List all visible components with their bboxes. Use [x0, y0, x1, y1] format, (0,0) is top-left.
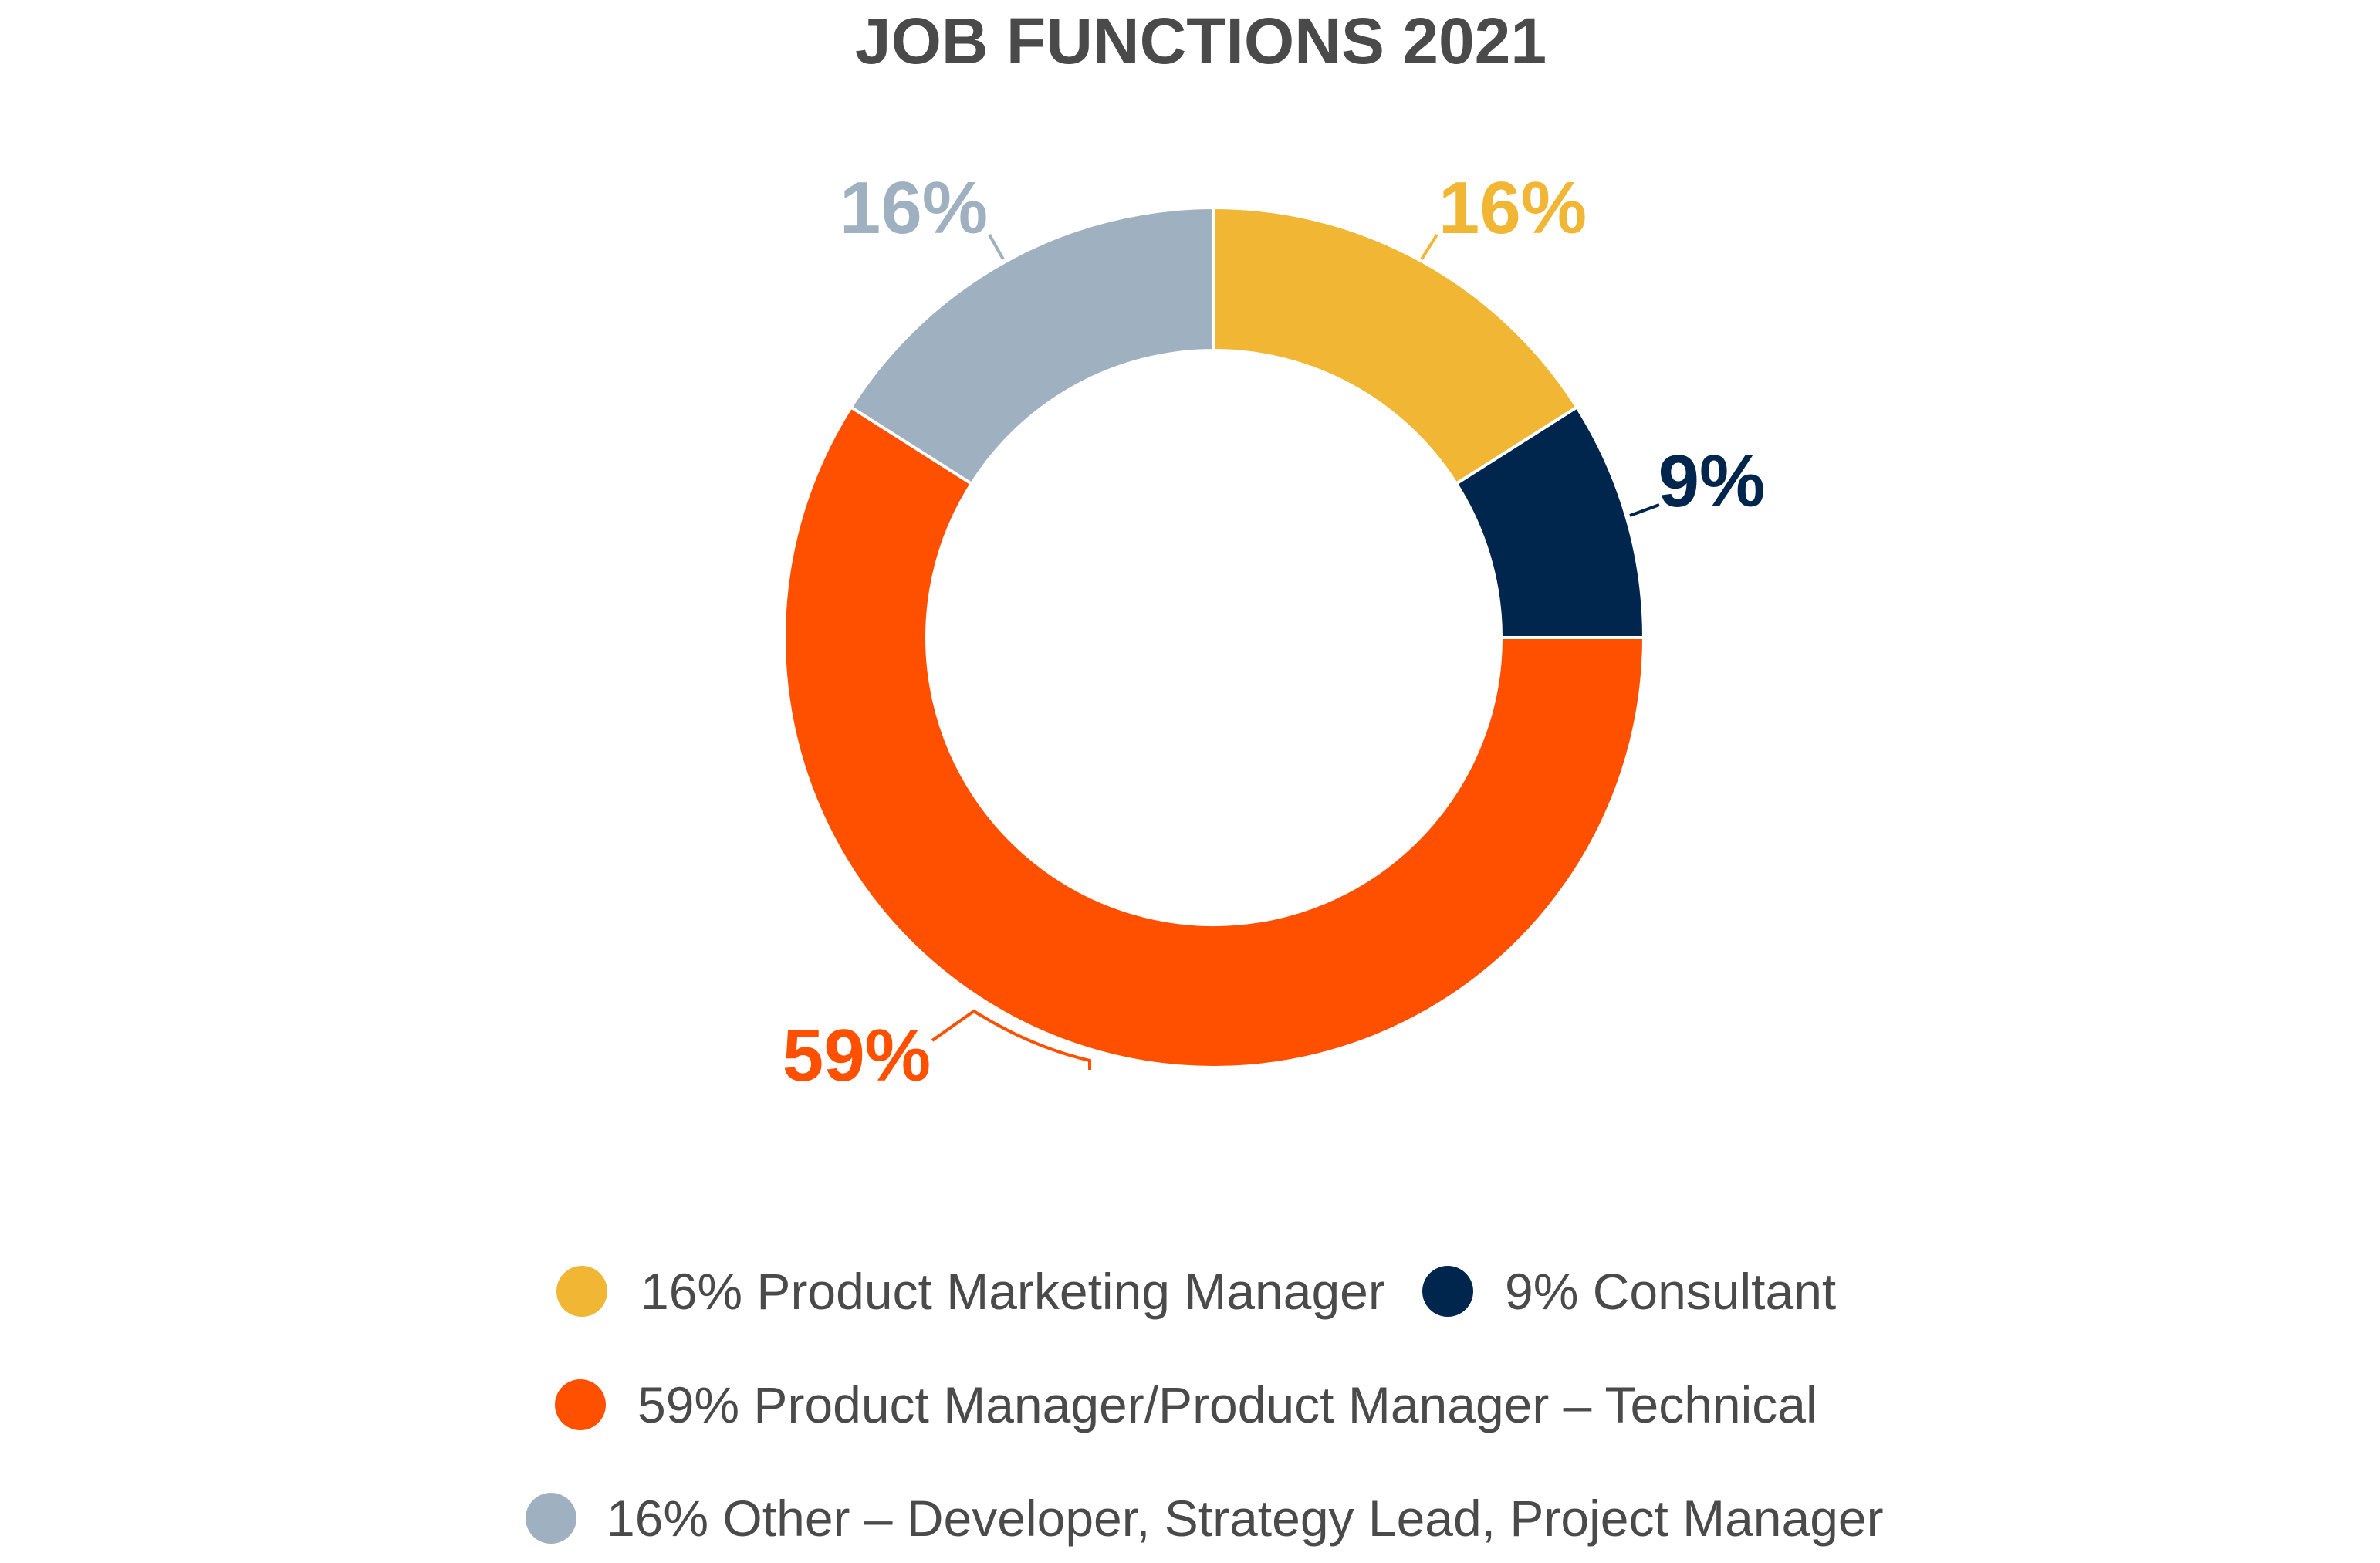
legend-label-1: 16% Product Marketing Manager: [641, 1263, 1385, 1320]
donut-slice-3: [783, 404, 1646, 1069]
slice-labels: 16% 9% 59% 16%: [783, 167, 1765, 1097]
chart-title: JOB FUNCTIONS 2021: [855, 5, 1547, 77]
slice-label-3: 59%: [783, 1014, 931, 1097]
legend-swatch-4: [526, 1493, 576, 1544]
legend-swatch-3: [555, 1379, 606, 1430]
legend: 16% Product Marketing Manager 9% Consulta…: [526, 1263, 1884, 1547]
donut-slice-1: [1212, 205, 1580, 486]
legend-label-2: 9% Consultant: [1505, 1263, 1836, 1320]
legend-label-3: 59% Product Manager/Product Manager – Te…: [637, 1376, 1817, 1433]
leader-line-4: [988, 234, 1005, 260]
leader-line-2: [1629, 503, 1660, 517]
donut-slice-4: [848, 205, 1215, 486]
label-leader-lines: [931, 233, 1660, 1070]
slice-label-1: 16%: [1438, 167, 1587, 249]
legend-label-4: 16% Other – Developer, Strategy Lead, Pr…: [607, 1490, 1884, 1547]
slice-label-2: 9%: [1658, 440, 1766, 523]
legend-swatch-2: [1422, 1266, 1473, 1317]
donut-slices: [783, 205, 1646, 1069]
leader-line-3: [931, 1009, 1091, 1070]
leader-line-1: [1420, 233, 1438, 261]
legend-swatch-1: [556, 1266, 607, 1317]
slice-label-4: 16%: [840, 167, 988, 249]
